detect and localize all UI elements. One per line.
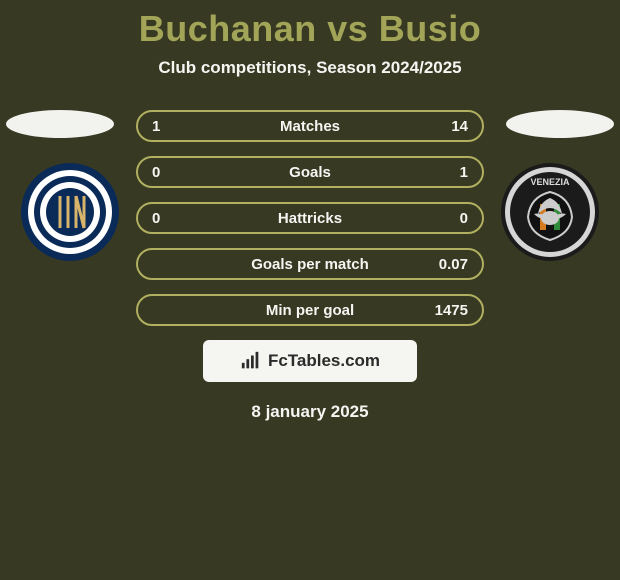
page-subtitle: Club competitions, Season 2024/2025 [0, 58, 620, 78]
page-title: Buchanan vs Busio [0, 0, 620, 50]
player-ellipse-left [6, 110, 114, 138]
club-logo-left [20, 162, 120, 262]
stat-label: Goals [212, 164, 408, 181]
content-area: VENEZIA 1Matches140Goals10Hattricks0Goal… [0, 110, 620, 422]
infographic-root: Buchanan vs Busio Club competitions, Sea… [0, 0, 620, 580]
stat-right-value: 1 [408, 164, 468, 181]
player-ellipse-right [506, 110, 614, 138]
stat-label: Hattricks [212, 210, 408, 227]
stat-right-value: 1475 [408, 302, 468, 319]
stat-right-value: 14 [408, 118, 468, 135]
stat-row: 0Goals1 [136, 156, 484, 188]
stat-label: Matches [212, 118, 408, 135]
stat-right-value: 0.07 [408, 256, 468, 273]
stat-label: Goals per match [212, 256, 408, 273]
chart-icon [240, 350, 262, 372]
stat-rows: 1Matches140Goals10Hattricks0Goals per ma… [136, 110, 484, 326]
venezia-logo-icon: VENEZIA [500, 162, 600, 262]
stat-left-value: 1 [152, 118, 212, 135]
branding-badge: FcTables.com [203, 340, 417, 382]
stat-right-value: 0 [408, 210, 468, 227]
branding-text: FcTables.com [268, 351, 380, 371]
stat-left-value: 0 [152, 164, 212, 181]
stat-label: Min per goal [212, 302, 408, 319]
stat-row: Min per goal1475 [136, 294, 484, 326]
date-text: 8 january 2025 [0, 402, 620, 422]
stat-left-value: 0 [152, 210, 212, 227]
inter-logo-icon [20, 162, 120, 262]
stat-row: 1Matches14 [136, 110, 484, 142]
club-logo-right: VENEZIA [500, 162, 600, 262]
stat-row: 0Hattricks0 [136, 202, 484, 234]
svg-text:VENEZIA: VENEZIA [530, 177, 570, 187]
stat-row: Goals per match0.07 [136, 248, 484, 280]
